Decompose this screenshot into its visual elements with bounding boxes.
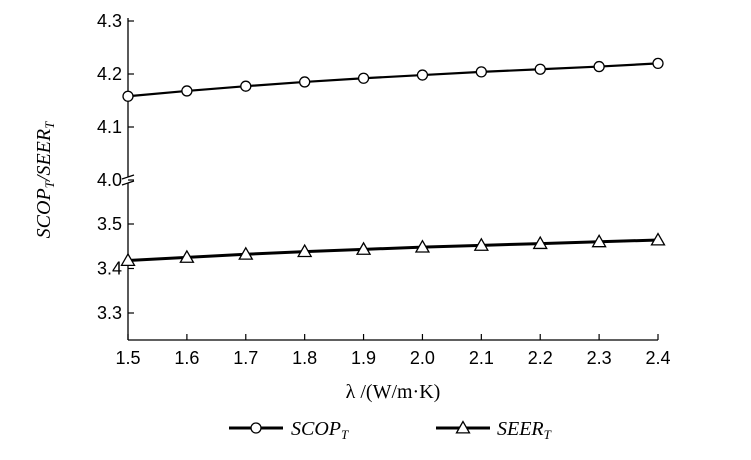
data-point-triangle [473,237,489,251]
legend-marker-triangle [455,420,471,434]
series-layer [120,57,666,267]
y-tick-label: 4.3 [97,11,122,31]
data-point-circle [181,85,193,97]
data-point-triangle [179,249,195,263]
data-point-circle [357,72,370,84]
data-point-triangle [414,239,431,253]
x-tick-label: 1.7 [233,348,258,368]
axes: 4.0 4.1 4.2 4.3 3.3 3.4 3.5 1.5 1.6 1.7 1.8 1.9 2.0 2… [97,11,671,368]
y-tick-label: 4.0 [97,170,122,190]
y-axis-label: SCOPT/SEERT [33,121,57,238]
data-point-circle [416,69,429,81]
x-tick-label: 2.2 [528,348,553,368]
x-tick-label: 2.1 [469,348,494,368]
y-tick-label: 3.4 [97,259,122,279]
legend-marker-circle [250,422,262,434]
data-point-triangle [650,232,666,246]
x-tick-label: 1.9 [351,348,376,368]
data-point-circle [534,63,546,75]
data-point-circle [593,60,605,73]
series-scop [122,57,664,102]
data-point-triangle [238,246,254,260]
data-point-triangle [355,241,372,255]
data-point-triangle [532,235,548,250]
x-tick-label: 1.8 [292,348,317,368]
y-axis-break-mark [121,174,135,180]
y-tick-label: 4.1 [97,117,122,137]
series-seer [120,232,666,267]
series-line-scop [127,62,659,98]
legend-item-scop: SCOPT [229,418,349,442]
data-point-triangle [297,243,313,258]
legend-label: SCOPT [291,418,349,442]
legend-item-seer: SEERT [436,418,552,442]
y-tick-label: 3.5 [97,214,122,234]
legend: SCOPT SEERT [229,418,552,442]
data-point-circle [652,57,664,70]
data-point-circle [240,80,252,92]
data-point-circle [122,90,134,102]
x-axis-label: λ /(W/m·K) [346,381,441,403]
x-tick-label: 2.3 [587,348,612,368]
data-point-circle [475,66,487,78]
data-point-triangle [591,233,607,248]
y-tick-label: 4.2 [97,64,122,84]
x-tick-label: 1.6 [174,348,199,368]
data-point-circle [299,76,311,88]
y-axis-break-mark [121,180,135,186]
x-tick-label: 2.4 [645,348,670,368]
data-point-triangle [120,252,136,267]
y-tick-label: 3.3 [97,303,122,323]
x-tick-label: 1.5 [115,348,140,368]
legend-label: SEERT [497,418,552,442]
x-tick-label: 2.0 [410,348,435,368]
series-line-seer [127,238,659,262]
